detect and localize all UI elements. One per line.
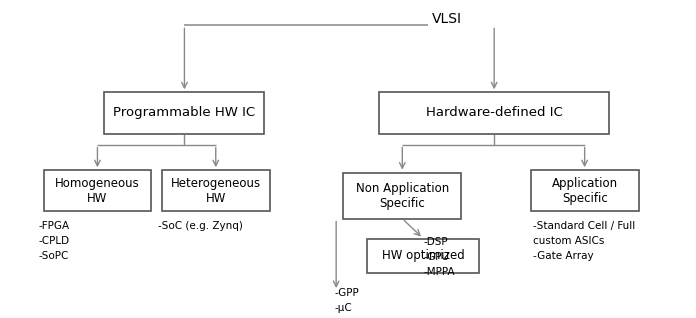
- Text: Application
Specific: Application Specific: [551, 177, 618, 205]
- Text: -FPGA
-CPLD
-SoPC: -FPGA -CPLD -SoPC: [39, 221, 70, 261]
- FancyBboxPatch shape: [343, 172, 461, 219]
- FancyBboxPatch shape: [530, 170, 639, 211]
- Text: -DSP
-GPU
-MPPA: -DSP -GPU -MPPA: [423, 237, 454, 277]
- Text: Non Application
Specific: Non Application Specific: [356, 182, 449, 210]
- Text: VLSI: VLSI: [432, 12, 461, 26]
- FancyBboxPatch shape: [367, 238, 479, 273]
- FancyBboxPatch shape: [379, 92, 609, 134]
- Text: Heterogeneous
HW: Heterogeneous HW: [171, 177, 261, 205]
- Text: Homogeneous
HW: Homogeneous HW: [55, 177, 140, 205]
- FancyBboxPatch shape: [104, 92, 264, 134]
- Text: Hardware-defined IC: Hardware-defined IC: [426, 107, 562, 119]
- Text: -SoC (e.g. Zynq): -SoC (e.g. Zynq): [158, 221, 243, 231]
- FancyBboxPatch shape: [161, 170, 269, 211]
- Text: HW optimized: HW optimized: [382, 250, 464, 262]
- Text: -Standard Cell / Full
custom ASICs
-Gate Array: -Standard Cell / Full custom ASICs -Gate…: [533, 221, 635, 261]
- Text: -GPP
-μC: -GPP -μC: [334, 288, 359, 313]
- FancyBboxPatch shape: [44, 170, 152, 211]
- Text: Programmable HW IC: Programmable HW IC: [113, 107, 255, 119]
